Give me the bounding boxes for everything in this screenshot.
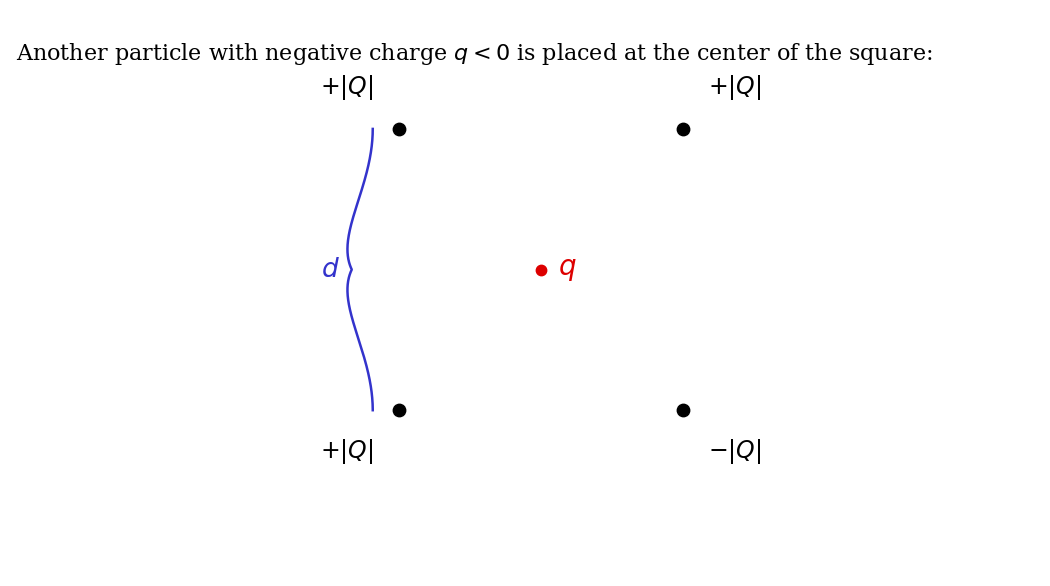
Text: $-|Q|$: $-|Q|$	[709, 437, 761, 466]
Point	[532, 265, 549, 274]
Text: $+|Q|$: $+|Q|$	[709, 73, 761, 103]
Text: $+|Q|$: $+|Q|$	[320, 437, 373, 466]
Point	[391, 406, 407, 415]
Text: Another particle with negative charge $q < 0$ is placed at the center of the squ: Another particle with negative charge $q…	[16, 41, 932, 67]
Point	[391, 124, 407, 134]
Text: $+|Q|$: $+|Q|$	[320, 73, 373, 103]
Text: $d$: $d$	[321, 257, 340, 282]
Point	[674, 124, 691, 134]
Point	[674, 406, 691, 415]
Text: $q$: $q$	[558, 256, 576, 283]
